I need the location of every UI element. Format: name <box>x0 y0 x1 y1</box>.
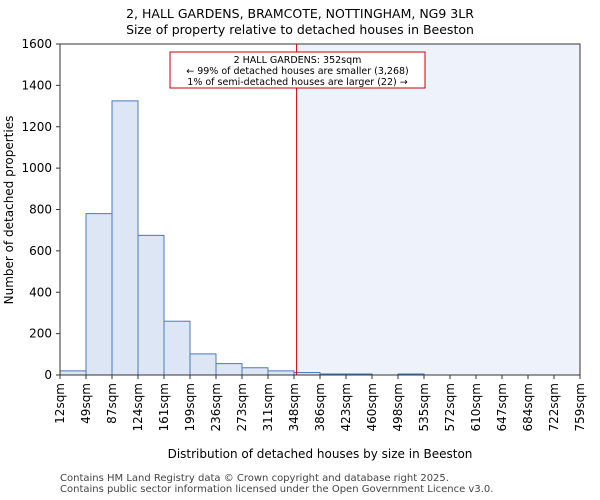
bar-12sqm <box>59 370 87 376</box>
x-tick-label-684sqm: 684sqm <box>521 383 535 431</box>
bar-124sqm <box>137 234 165 376</box>
annotation-box <box>169 51 426 89</box>
x-tick-label-535sqm: 535sqm <box>417 383 431 431</box>
chart: 0 200 400 600 800 1000 1200 1400 1600 12sqm 49sqm… <box>2 6 587 461</box>
x-tick-label-87sqm: 87sqm <box>105 383 119 424</box>
x-axis-label: Distribution of detached houses by size … <box>168 447 473 461</box>
y-tick-label: 1200 <box>21 120 52 134</box>
chart-title: 2, HALL GARDENS, BRAMCOTE, NOTTINGHAM, N… <box>126 6 474 21</box>
y-tick-label: 1400 <box>21 78 52 92</box>
annotation-line-3: 1% of semi-detached houses are larger (2… <box>187 77 407 88</box>
x-tick-label-759sqm: 759sqm <box>573 383 587 431</box>
y-axis-label: Number of detached properties <box>2 116 16 305</box>
x-tick-label-610sqm: 610sqm <box>469 383 483 431</box>
y-tick-label: 200 <box>29 327 52 341</box>
x-tick-label-647sqm: 647sqm <box>495 383 509 431</box>
footer-attribution-2: Contains public sector information licen… <box>60 484 494 495</box>
y-tick-label: 800 <box>29 203 52 217</box>
x-tick-label-124sqm: 124sqm <box>131 383 145 431</box>
footer-attribution-1: Contains HM Land Registry data © Crown c… <box>60 473 449 484</box>
x-tick-label-311sqm: 311sqm <box>261 383 275 431</box>
y-tick-label: 1000 <box>21 161 52 175</box>
bar-199sqm <box>189 353 217 376</box>
bar-87sqm <box>111 100 139 376</box>
x-tick-label-273sqm: 273sqm <box>235 383 249 431</box>
x-tick-label-199sqm: 199sqm <box>183 383 197 431</box>
x-tick-label-236sqm: 236sqm <box>209 383 223 431</box>
y-tick-label: 1600 <box>21 37 52 51</box>
y-tick-label: 400 <box>29 285 52 299</box>
bar-161sqm <box>163 320 191 376</box>
chart-subtitle: Size of property relative to detached ho… <box>126 22 474 37</box>
annotation-line-1: 2 HALL GARDENS: 352sqm <box>234 55 362 66</box>
x-tick-label-348sqm: 348sqm <box>287 383 301 431</box>
plot-frame <box>59 43 581 376</box>
bar-49sqm <box>85 213 113 376</box>
y-tick-label: 600 <box>29 244 52 258</box>
annotation-line-2: ← 99% of detached houses are smaller (3,… <box>186 66 409 77</box>
x-tick-label-49sqm: 49sqm <box>79 383 93 424</box>
y-tick-label: 0 <box>44 368 52 382</box>
x-tick-label-498sqm: 498sqm <box>391 383 405 431</box>
x-tick-label-460sqm: 460sqm <box>365 383 379 431</box>
x-tick-label-572sqm: 572sqm <box>443 383 457 431</box>
bar-273sqm <box>241 367 269 376</box>
x-tick-label-423sqm: 423sqm <box>339 383 353 431</box>
bar-236sqm <box>215 363 243 376</box>
x-tick-label-161sqm: 161sqm <box>157 383 171 431</box>
highlight-region <box>296 44 580 375</box>
x-tick-label-12sqm: 12sqm <box>53 383 67 424</box>
bar-311sqm <box>267 370 295 376</box>
x-tick-label-722sqm: 722sqm <box>547 383 561 431</box>
x-tick-label-386sqm: 386sqm <box>313 383 327 431</box>
